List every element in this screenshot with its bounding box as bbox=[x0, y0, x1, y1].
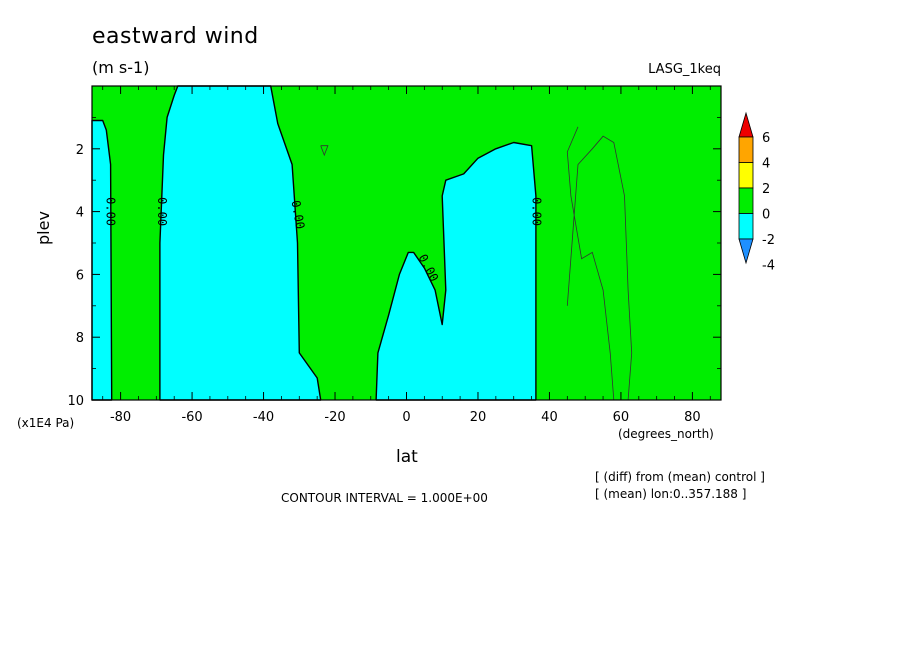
x-tick-label: -60 bbox=[181, 410, 202, 425]
x-tick-label: 20 bbox=[470, 410, 487, 425]
experiment-label: LASG_1keq bbox=[648, 62, 721, 77]
x-axis-label: lat bbox=[396, 447, 418, 467]
mean-note: [ (mean) lon:0..357.188 ] bbox=[595, 487, 747, 501]
colorbar-label: 6 bbox=[762, 131, 770, 146]
colorbar-swatch bbox=[738, 162, 754, 189]
x-tick-label: -80 bbox=[110, 410, 131, 425]
x-tick-label: 60 bbox=[613, 410, 630, 425]
x-tick-label: 40 bbox=[541, 410, 558, 425]
negative-region-southern-midlat bbox=[159, 85, 322, 401]
x-tick-label: -20 bbox=[324, 410, 345, 425]
colorbar-label: 4 bbox=[762, 157, 770, 172]
chart-units: (m s-1) bbox=[92, 58, 150, 77]
diff-note: [ (diff) from (mean) control ] bbox=[595, 470, 765, 484]
colorbar-extend-top bbox=[738, 111, 754, 138]
colorbar-swatch bbox=[738, 213, 754, 240]
x-axis-units: (degrees_north) bbox=[618, 427, 714, 441]
colorbar-label: -4 bbox=[762, 259, 775, 274]
contour-line-small-closed bbox=[320, 145, 329, 157]
colorbar-swatch bbox=[738, 187, 754, 214]
y-tick-label: 4 bbox=[76, 206, 84, 221]
negative-region-south-polar bbox=[91, 119, 113, 401]
contour-label: 0.00 bbox=[289, 199, 308, 230]
y-tick-label: 10 bbox=[67, 394, 84, 409]
y-tick-label: 2 bbox=[76, 143, 84, 158]
contour-label: 0.00 bbox=[155, 197, 169, 226]
chart-title: eastward wind bbox=[92, 24, 259, 49]
colorbar-swatch bbox=[738, 136, 754, 163]
contour-label: 0.00 bbox=[529, 197, 543, 226]
x-tick-label: -40 bbox=[253, 410, 274, 425]
y-tick-label: 8 bbox=[76, 331, 84, 346]
contour-interval-text: CONTOUR INTERVAL = 1.000E+00 bbox=[281, 491, 488, 505]
y-axis-units: (x1E4 Pa) bbox=[17, 416, 75, 430]
y-tick-label: 6 bbox=[76, 268, 84, 283]
colorbar-extend-bottom bbox=[738, 238, 754, 265]
colorbar-label: -2 bbox=[762, 233, 775, 248]
x-tick-label: 0 bbox=[402, 410, 410, 425]
colorbar-label: 2 bbox=[762, 182, 770, 197]
x-tick-label: 80 bbox=[684, 410, 701, 425]
colorbar-label: 0 bbox=[762, 208, 770, 223]
contour-label: 0.00 bbox=[103, 197, 117, 226]
negative-region-tropical bbox=[375, 141, 537, 401]
